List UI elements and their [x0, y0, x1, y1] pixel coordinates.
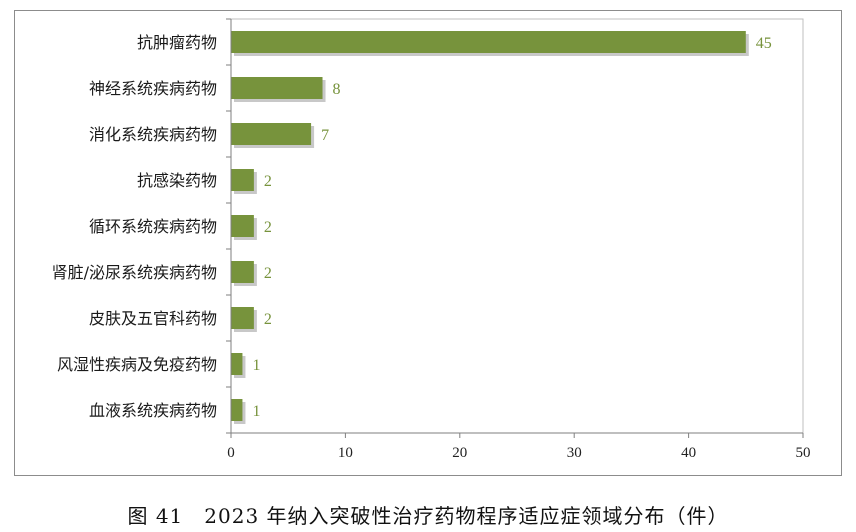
bar: [231, 169, 254, 191]
bar: [231, 307, 254, 329]
data-label: 2: [264, 173, 272, 190]
bars-layer: 45 8 7 2 2 2 2 1 1: [231, 31, 772, 424]
figure-caption: 图 41 2023 年纳入突破性治疗药物程序适应症领域分布（件）: [127, 504, 729, 528]
x-tick-label: 10: [338, 445, 353, 461]
bar: [231, 261, 254, 283]
category-label: 消化系统疾病药物: [89, 125, 217, 144]
data-label: 1: [252, 403, 260, 420]
x-tick-label: 40: [681, 445, 696, 461]
bar: [231, 31, 746, 53]
bar: [231, 123, 312, 145]
category-label: 抗肿瘤药物: [137, 33, 217, 52]
bar: [231, 353, 243, 375]
chart-frame: 45 8 7 2 2 2 2 1 1 抗肿瘤药物神经系统疾病药物 消化系统疾病药物抗感染药物循环系…: [14, 10, 842, 476]
category-label: 抗感染药物: [137, 171, 217, 190]
category-label: 血液系统疾病药物: [89, 401, 217, 420]
data-label: 1: [252, 357, 260, 374]
bar: [231, 77, 323, 99]
bar-chart: 45 8 7 2 2 2 2 1 1 抗肿瘤药物神经系统疾病药物消化系统疾病药物抗感染药物循环系…: [52, 18, 811, 461]
x-tick-label: 30: [567, 445, 582, 461]
bar: [231, 215, 254, 237]
data-label: 2: [264, 265, 272, 282]
bar: [231, 399, 243, 421]
data-label: 7: [321, 127, 329, 144]
category-label: 皮肤及五官科药物: [89, 309, 217, 328]
category-label: 风湿性疾病及免疫药物: [57, 355, 217, 374]
category-label: 肾脏/泌尿系统疾病药物: [52, 263, 217, 282]
data-label: 45: [756, 35, 772, 52]
data-label: 2: [264, 311, 272, 328]
x-tick-label: 50: [796, 445, 811, 461]
data-label: 8: [333, 81, 341, 98]
axis-layer: 抗肿瘤药物神经系统疾病药物消化系统疾病药物抗感染药物循环系统疾病药物肾脏/泌尿系…: [52, 18, 811, 461]
category-label: 神经系统疾病药物: [89, 79, 217, 98]
x-tick-label: 20: [452, 445, 467, 461]
data-label: 2: [264, 219, 272, 236]
x-tick-label: 0: [227, 445, 235, 461]
category-label: 循环系统疾病药物: [89, 217, 217, 236]
